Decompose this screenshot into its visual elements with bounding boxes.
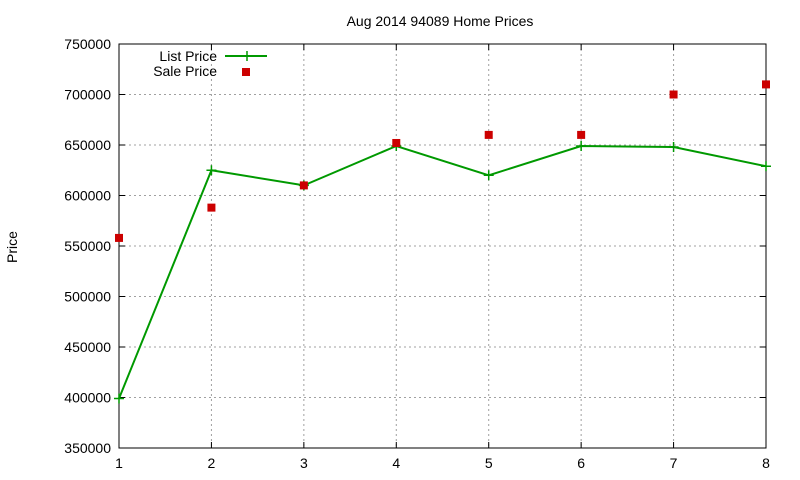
sale-price-point bbox=[207, 203, 216, 212]
chart-title: Aug 2014 94089 Home Prices bbox=[347, 13, 534, 29]
sale-price-point bbox=[392, 138, 401, 147]
legend-marker-list-price bbox=[242, 51, 252, 61]
y-tick-label: 650000 bbox=[64, 137, 111, 153]
sale-price-point bbox=[115, 233, 123, 242]
list-price-point bbox=[576, 141, 587, 152]
sale-price-point bbox=[484, 130, 493, 139]
sale-price-point bbox=[669, 90, 678, 99]
y-tick-label: 750000 bbox=[64, 36, 111, 52]
sale-price-point bbox=[762, 80, 770, 89]
legend-marker-sale-price bbox=[242, 68, 250, 76]
list-price-point bbox=[114, 393, 124, 404]
y-tick-label: 350000 bbox=[64, 440, 111, 456]
y-tick-label: 700000 bbox=[64, 87, 111, 103]
y-axis-label: Price bbox=[4, 231, 20, 263]
list-price-point bbox=[761, 161, 771, 172]
legend-label-sale-price: Sale Price bbox=[153, 63, 217, 79]
list-price-point bbox=[483, 170, 494, 181]
y-tick-label: 550000 bbox=[64, 238, 111, 254]
x-tick-label: 1 bbox=[115, 455, 123, 471]
y-tick-label: 600000 bbox=[64, 188, 111, 204]
legend: List Price Sale Price bbox=[153, 48, 267, 79]
plot-frame bbox=[118, 43, 767, 449]
list-price-point bbox=[668, 142, 679, 153]
series-line-list-price bbox=[118, 144, 767, 399]
list-price-point bbox=[206, 165, 217, 176]
x-tick-label: 7 bbox=[670, 455, 678, 471]
y-tick-label: 500000 bbox=[64, 289, 111, 305]
x-tick-label: 4 bbox=[392, 455, 400, 471]
legend-label-list-price: List Price bbox=[159, 48, 217, 64]
x-tick-label: 2 bbox=[208, 455, 216, 471]
sale-price-point bbox=[299, 181, 308, 190]
y-tick-label: 450000 bbox=[64, 339, 111, 355]
sale-price-point bbox=[577, 130, 586, 139]
x-tick-label: 5 bbox=[485, 455, 493, 471]
x-tick-label: 8 bbox=[762, 455, 770, 471]
x-tick-label: 6 bbox=[577, 455, 585, 471]
y-tick-label: 400000 bbox=[64, 390, 111, 406]
ticks: 350000 400000 450000 500000 550000 600000 6500… bbox=[64, 36, 770, 471]
grid bbox=[119, 44, 766, 448]
series bbox=[114, 80, 771, 404]
x-tick-label: 3 bbox=[300, 455, 308, 471]
